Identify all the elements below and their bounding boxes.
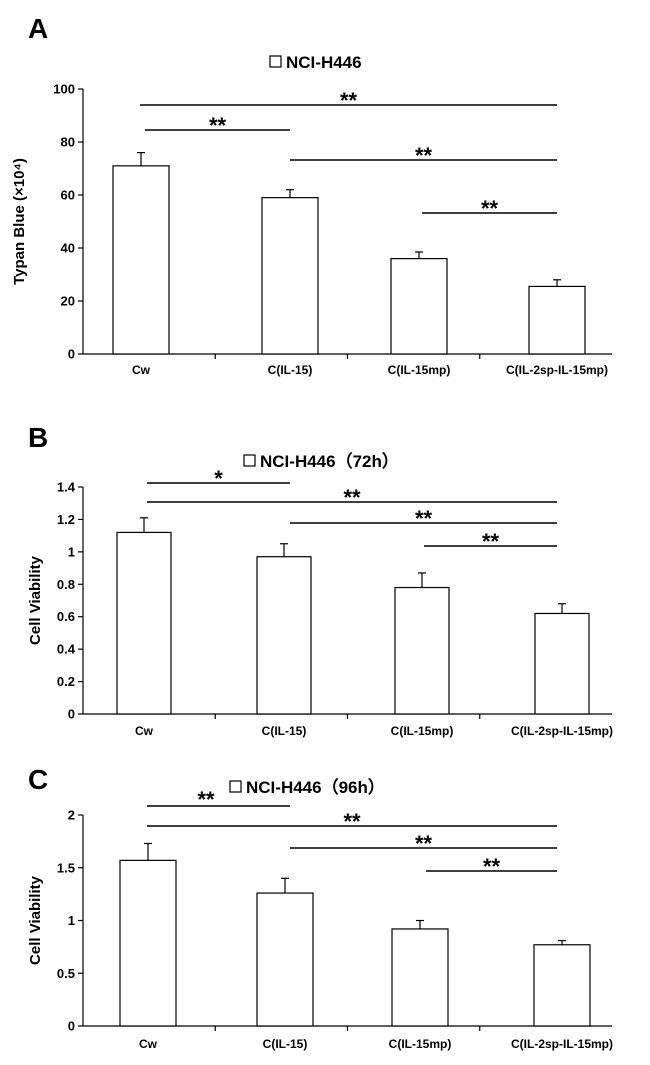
bar bbox=[391, 928, 449, 1027]
bar bbox=[116, 531, 172, 715]
y-tick-label: 0 bbox=[68, 1019, 75, 1034]
x-tick-label: C(IL-15mp) bbox=[391, 724, 454, 738]
y-axis-label: Typan Blue (×10⁴) bbox=[11, 158, 28, 285]
y-tick-label: 0.5 bbox=[57, 966, 75, 981]
y-tick-label: 60 bbox=[61, 188, 75, 203]
y-tick-label: 1.5 bbox=[57, 860, 75, 875]
y-tick-label: 100 bbox=[53, 82, 75, 97]
y-tick-label: 40 bbox=[61, 241, 75, 256]
y-tick-label: 2 bbox=[68, 808, 75, 823]
significance-label: ** bbox=[482, 529, 500, 554]
chart-panel-a: A NCI-H446 0 20 40 60 80 100 Typan Blue (×10⁴) Cw… bbox=[11, 13, 612, 377]
x-tick-label: C(IL-15) bbox=[262, 724, 307, 738]
chart-title: NCI-H446 bbox=[286, 53, 362, 72]
y-tick-label: 80 bbox=[61, 135, 75, 150]
chart-title: NCI-H446（96h） bbox=[246, 777, 385, 797]
y-axis-label: Cell Viability bbox=[27, 555, 44, 645]
legend-swatch bbox=[269, 55, 282, 68]
bar bbox=[533, 944, 591, 1027]
legend-swatch bbox=[229, 780, 242, 793]
y-axis-label: Cell Viability bbox=[27, 875, 44, 965]
x-tick-label: C(IL-15mp) bbox=[388, 363, 451, 377]
bar bbox=[528, 285, 586, 355]
x-tick-label: C(IL-15) bbox=[268, 363, 313, 377]
bar bbox=[534, 612, 590, 715]
significance-label: * bbox=[214, 466, 223, 491]
chart-panel-c: C NCI-H446（96h） 0 0.5 1 1.5 2 Cell Viability Cw C… bbox=[27, 764, 613, 1051]
y-tick-label: 0 bbox=[68, 347, 75, 362]
significance-label: ** bbox=[343, 809, 361, 834]
x-tick-label: Cw bbox=[135, 724, 154, 738]
y-tick-label: 1 bbox=[68, 913, 75, 928]
panel-letter: A bbox=[28, 13, 48, 44]
y-tick-label: 1 bbox=[68, 544, 75, 559]
y-tick-label: 1.2 bbox=[57, 512, 75, 527]
bar bbox=[394, 586, 450, 715]
significance-label: ** bbox=[481, 196, 499, 221]
significance-label: ** bbox=[415, 506, 433, 531]
y-tick-label: 0.2 bbox=[57, 674, 75, 689]
bar bbox=[390, 258, 448, 355]
x-tick-label: C(IL-2sp-IL-15mp) bbox=[506, 363, 608, 377]
significance-label: ** bbox=[415, 143, 433, 168]
x-tick-label: Cw bbox=[132, 363, 151, 377]
y-tick-label: 1.4 bbox=[57, 480, 76, 495]
significance-label: ** bbox=[197, 787, 215, 812]
y-tick-label: 0 bbox=[68, 707, 75, 722]
bar bbox=[256, 556, 312, 715]
bar bbox=[112, 165, 170, 355]
y-tick-label: 0.8 bbox=[57, 577, 75, 592]
legend-swatch bbox=[243, 454, 256, 467]
bar bbox=[119, 859, 177, 1027]
x-tick-label: C(IL-15) bbox=[263, 1037, 308, 1051]
significance-label: ** bbox=[415, 831, 433, 856]
significance-label: ** bbox=[209, 113, 227, 138]
y-tick-label: 0.4 bbox=[57, 642, 76, 657]
panel-letter: B bbox=[28, 422, 48, 453]
bar bbox=[256, 892, 314, 1027]
bar bbox=[261, 197, 319, 355]
chart-panel-b: B NCI-H446（72h） 0 0.2 0.4 0.6 0.8 1 1.2 1.4 Cell V… bbox=[27, 422, 613, 738]
significance-label: ** bbox=[340, 88, 358, 113]
x-tick-label: C(IL-2sp-IL-15mp) bbox=[511, 724, 613, 738]
significance-label: ** bbox=[343, 485, 361, 510]
chart-title: NCI-H446（72h） bbox=[260, 451, 399, 471]
x-tick-label: Cw bbox=[139, 1037, 158, 1051]
y-tick-label: 20 bbox=[61, 294, 75, 309]
y-tick-label: 0.6 bbox=[57, 609, 75, 624]
x-tick-label: C(IL-15mp) bbox=[389, 1037, 452, 1051]
significance-label: ** bbox=[483, 854, 501, 879]
panel-letter: C bbox=[28, 764, 48, 795]
x-tick-label: C(IL-2sp-IL-15mp) bbox=[511, 1037, 613, 1051]
